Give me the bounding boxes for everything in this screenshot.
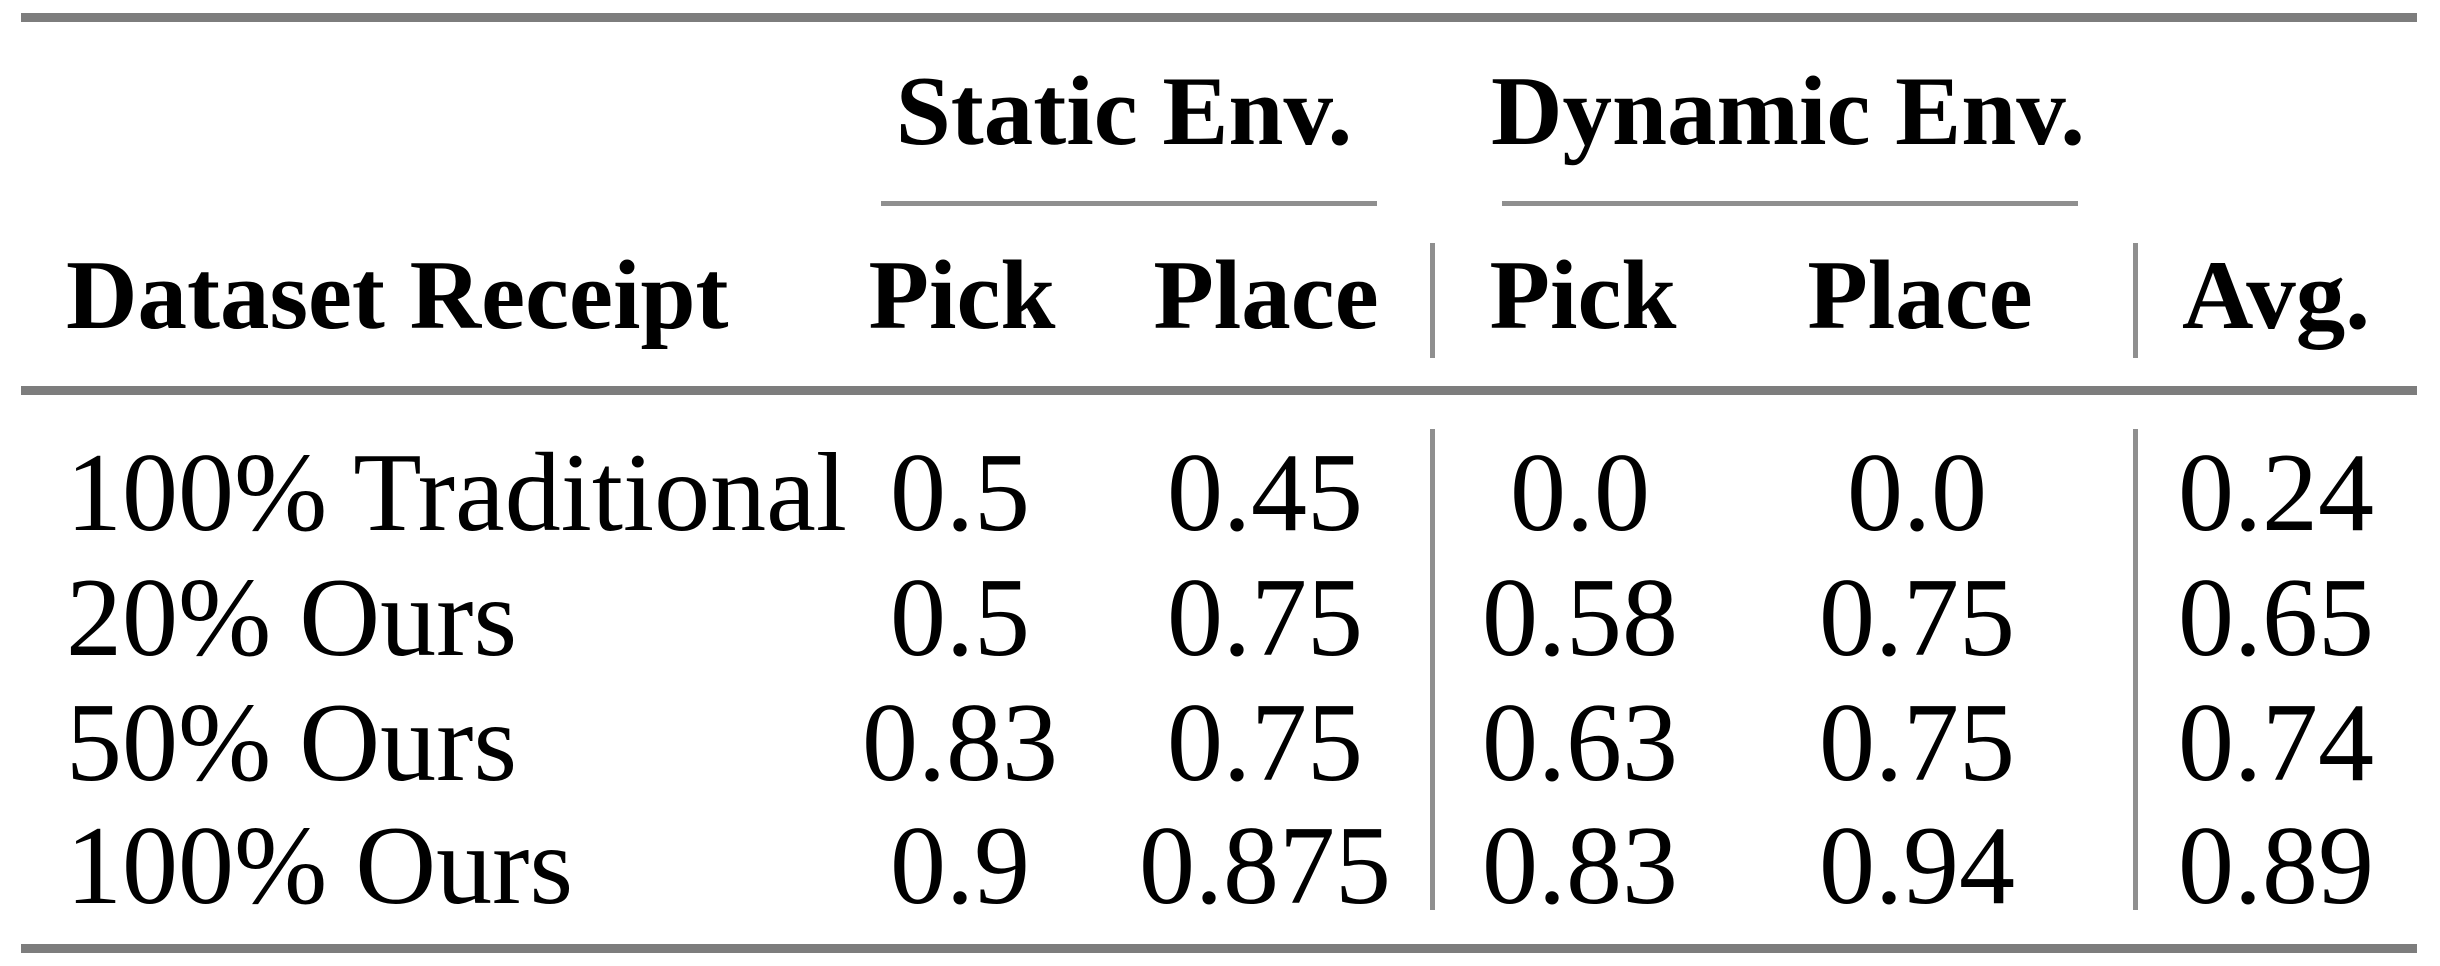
cell-static-place: 0.45 bbox=[1167, 431, 1363, 555]
cell-dynamic-place: 0.75 bbox=[1819, 681, 2015, 805]
column-header-dynamic-place: Place bbox=[1807, 241, 2033, 350]
cell-dynamic-pick: 0.83 bbox=[1482, 804, 1678, 928]
cell-static-pick: 0.5 bbox=[890, 431, 1030, 555]
row-label: 100% Ours bbox=[66, 804, 574, 928]
cell-dynamic-pick: 0.0 bbox=[1510, 431, 1650, 555]
vertical-divider-static-dynamic-body bbox=[1430, 429, 1435, 910]
cell-avg: 0.65 bbox=[2178, 556, 2374, 680]
column-header-static-pick: Pick bbox=[868, 241, 1056, 350]
cell-static-place: 0.875 bbox=[1139, 804, 1391, 928]
cell-dynamic-place: 0.0 bbox=[1847, 431, 1987, 555]
cell-dynamic-place: 0.94 bbox=[1819, 804, 2015, 928]
vertical-divider-avg-body bbox=[2133, 429, 2138, 910]
column-group-static-env: Static Env. bbox=[895, 57, 1353, 166]
cell-dynamic-pick: 0.58 bbox=[1482, 556, 1678, 680]
table-row: 50% Ours 0.83 0.75 0.63 0.75 0.74 bbox=[0, 687, 2440, 799]
static-env-underline bbox=[881, 201, 1377, 206]
vertical-divider-static-dynamic-header bbox=[1430, 243, 1435, 358]
cell-avg: 0.24 bbox=[2178, 431, 2374, 555]
cell-avg: 0.74 bbox=[2178, 681, 2374, 805]
table-row: 100% Traditional 0.5 0.45 0.0 0.0 0.24 bbox=[0, 437, 2440, 549]
cell-dynamic-pick: 0.63 bbox=[1482, 681, 1678, 805]
cell-static-place: 0.75 bbox=[1167, 681, 1363, 805]
dynamic-env-underline bbox=[1502, 201, 2078, 206]
bottom-rule bbox=[21, 944, 2417, 953]
table-row: 100% Ours 0.9 0.875 0.83 0.94 0.89 bbox=[0, 810, 2440, 922]
column-header-static-place: Place bbox=[1153, 241, 1379, 350]
column-header-avg: Avg. bbox=[2182, 241, 2370, 350]
row-label: 50% Ours bbox=[66, 681, 518, 805]
top-rule bbox=[21, 13, 2417, 22]
vertical-divider-avg-header bbox=[2133, 243, 2138, 358]
cell-static-pick: 0.9 bbox=[890, 804, 1030, 928]
column-group-dynamic-env: Dynamic Env. bbox=[1490, 57, 2086, 166]
cell-static-pick: 0.5 bbox=[890, 556, 1030, 680]
header-body-rule bbox=[21, 386, 2417, 395]
cell-avg: 0.89 bbox=[2178, 804, 2374, 928]
cell-static-place: 0.75 bbox=[1167, 556, 1363, 680]
column-header-dataset-receipt: Dataset Receipt bbox=[66, 241, 729, 350]
cell-static-pick: 0.83 bbox=[862, 681, 1058, 805]
column-header-dynamic-pick: Pick bbox=[1489, 241, 1677, 350]
row-label: 20% Ours bbox=[66, 556, 518, 680]
cell-dynamic-place: 0.75 bbox=[1819, 556, 2015, 680]
row-label: 100% Traditional bbox=[66, 431, 847, 555]
table-row: 20% Ours 0.5 0.75 0.58 0.75 0.65 bbox=[0, 562, 2440, 674]
